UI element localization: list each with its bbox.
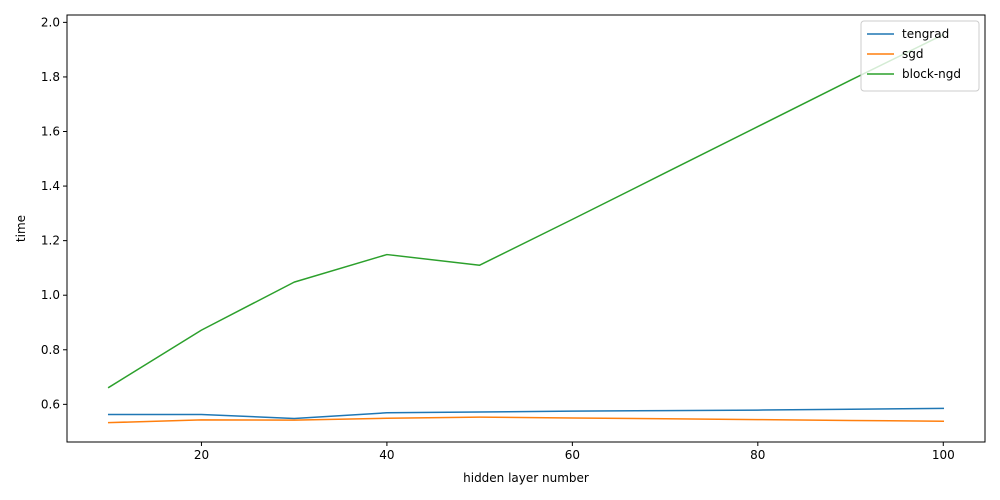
y-tick-label: 0.6: [41, 397, 60, 411]
y-axis-label: time: [14, 215, 28, 242]
x-tick-label: 40: [379, 448, 394, 462]
y-tick-label: 1.6: [41, 125, 60, 139]
y-tick-label: 2.0: [41, 15, 60, 29]
series-line-tengrad: [107, 407, 945, 420]
x-axis-label: hidden layer number: [463, 471, 589, 485]
plot-frame: [66, 14, 986, 443]
legend-label-sgd: sgd: [902, 47, 924, 61]
legend-label-block-ngd: block-ngd: [902, 67, 961, 81]
y-tick-label: 1.0: [41, 288, 60, 302]
y-axis-ticks: 0.6 0.8 1.0 1.2 1.4 1.6 1.8 2.0: [41, 15, 67, 411]
series-line-block-ngd: [107, 33, 945, 389]
x-tick-label: 60: [565, 448, 580, 462]
x-tick-label: 80: [750, 448, 765, 462]
legend: tengrad sgd block-ngd: [860, 20, 980, 92]
y-tick-label: 1.8: [41, 70, 60, 84]
y-tick-label: 1.2: [41, 234, 60, 248]
x-tick-label: 20: [194, 448, 209, 462]
x-axis-ticks: 20 40 60 80 100: [194, 442, 955, 462]
y-tick-label: 0.8: [41, 343, 60, 357]
plot-area: [107, 33, 945, 424]
series-line-sgd: [107, 416, 945, 424]
x-tick-label: 100: [932, 448, 955, 462]
legend-label-tengrad: tengrad: [902, 27, 949, 41]
y-tick-label: 1.4: [41, 179, 60, 193]
